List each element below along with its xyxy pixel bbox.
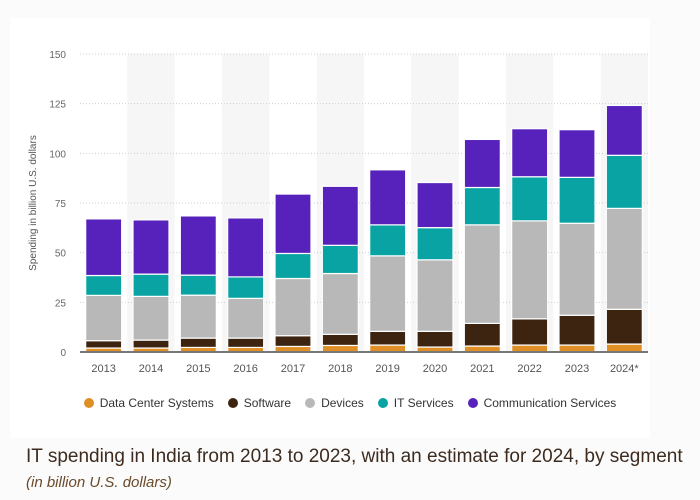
y-axis-label: Spending in billion U.S. dollars xyxy=(28,135,39,271)
bar-segment-communication-services xyxy=(132,219,170,275)
bar-segment-it-services xyxy=(274,252,312,280)
bar-segment-software xyxy=(369,330,407,346)
bar-segment-devices xyxy=(511,220,549,320)
bar-segment-devices xyxy=(605,207,643,310)
bar-segment-communication-services xyxy=(85,218,123,277)
y-tick-label: 75 xyxy=(55,199,67,210)
bar-segment-it-services xyxy=(132,273,170,297)
legend-item[interactable]: IT Services xyxy=(377,396,454,410)
bar-segment-communication-services xyxy=(321,185,359,246)
x-tick-label: 2014 xyxy=(139,363,163,375)
bar-segment-it-services xyxy=(511,176,549,222)
legend-item[interactable]: Software xyxy=(227,396,292,410)
bar-segment-communication-services xyxy=(227,217,265,278)
legend-label: Data Center Systems xyxy=(99,396,214,410)
bar-segment-it-services xyxy=(321,244,359,275)
legend-marker xyxy=(305,398,316,408)
x-tick-label: 2021 xyxy=(470,363,494,375)
bar-segment-software xyxy=(227,337,265,349)
bar-segment-it-services xyxy=(463,186,501,226)
bar-segment-communication-services xyxy=(416,181,454,229)
bar-segment-devices xyxy=(179,294,217,339)
chart-title: IT spending in India from 2013 to 2023, … xyxy=(26,446,683,467)
bar-segment-communication-services xyxy=(605,104,643,156)
bar-segment-software xyxy=(179,337,217,349)
bar-segment-software xyxy=(416,330,454,348)
x-tick-label: 2017 xyxy=(281,363,305,375)
legend-item[interactable]: Data Center Systems xyxy=(83,396,214,410)
x-tick-label: 2023 xyxy=(565,363,589,375)
bar-segment-devices xyxy=(463,224,501,324)
legend-marker xyxy=(227,398,238,408)
legend-label: IT Services xyxy=(393,396,454,410)
bar-segment-it-services xyxy=(179,274,217,296)
bar-segment-data-center-systems xyxy=(558,344,596,353)
bar-segment-it-services xyxy=(227,276,265,299)
bar-segment-communication-services xyxy=(369,169,407,226)
bar-segment-software xyxy=(558,314,596,346)
bar-segment-it-services xyxy=(558,176,596,224)
x-tick-label: 2016 xyxy=(233,363,257,375)
x-tick-label: 2019 xyxy=(375,363,399,375)
x-tick-label: 2024* xyxy=(610,363,639,375)
bar-segment-communication-services xyxy=(179,215,217,276)
bar-segment-devices xyxy=(321,272,359,335)
bar-segment-devices xyxy=(416,259,454,332)
bar-segment-devices xyxy=(369,255,407,332)
legend-item[interactable]: Communication Services xyxy=(467,396,617,410)
bar-segment-data-center-systems xyxy=(369,344,407,353)
bar-segment-data-center-systems xyxy=(511,344,549,353)
bar-segment-software xyxy=(463,322,501,347)
bar-segment-communication-services xyxy=(463,138,501,189)
legend-item[interactable]: Devices xyxy=(305,396,364,410)
legend-marker xyxy=(377,398,388,408)
bar-segment-communication-services xyxy=(511,128,549,178)
y-tick-label: 100 xyxy=(49,149,66,160)
legend: Data Center Systems Software Devices IT Ser… xyxy=(0,396,700,410)
bar-segment-devices xyxy=(132,295,170,341)
y-tick-label: 150 xyxy=(49,50,66,61)
bar-segment-communication-services xyxy=(558,129,596,178)
stacked-bar-chart: 0 25 50 75 100 125 150 Spending in billion U.S.… xyxy=(28,50,648,375)
x-tick-label: 2013 xyxy=(91,363,115,375)
bar-segment-communication-services xyxy=(274,193,312,255)
legend-marker xyxy=(467,398,478,408)
bar-segment-software xyxy=(321,333,359,347)
legend-marker xyxy=(83,398,94,408)
legend-label: Software xyxy=(243,396,292,410)
y-tick-label: 125 xyxy=(49,100,66,111)
bar-segment-it-services xyxy=(369,224,407,257)
bar-segment-software xyxy=(274,335,312,348)
bar-segment-devices xyxy=(558,222,596,316)
x-tick-label: 2020 xyxy=(423,363,447,375)
x-tick-label: 2018 xyxy=(328,363,352,375)
bar-segment-software xyxy=(605,308,643,345)
bar-segment-it-services xyxy=(605,154,643,209)
bar-segment-software xyxy=(511,318,549,346)
bar-segment-software xyxy=(85,340,123,349)
bar-segment-it-services xyxy=(85,274,123,296)
x-tick-label: 2022 xyxy=(517,363,541,375)
y-tick-label: 0 xyxy=(60,348,66,359)
bar-segment-software xyxy=(132,339,170,349)
bar-segment-devices xyxy=(85,294,123,342)
legend-label: Communication Services xyxy=(483,396,617,410)
bar-segment-devices xyxy=(227,297,265,339)
bar-segment-data-center-systems xyxy=(605,343,643,353)
y-tick-label: 25 xyxy=(55,298,67,309)
x-tick-label: 2015 xyxy=(186,363,210,375)
chart-subtitle: (in billion U.S. dollars) xyxy=(26,474,172,491)
legend-label: Devices xyxy=(321,396,364,410)
y-tick-label: 50 xyxy=(55,249,67,260)
chart-card: 0 25 50 75 100 125 150 Spending in billion U.S.… xyxy=(10,18,650,438)
bar-segment-devices xyxy=(274,277,312,337)
bar-segment-it-services xyxy=(416,227,454,261)
